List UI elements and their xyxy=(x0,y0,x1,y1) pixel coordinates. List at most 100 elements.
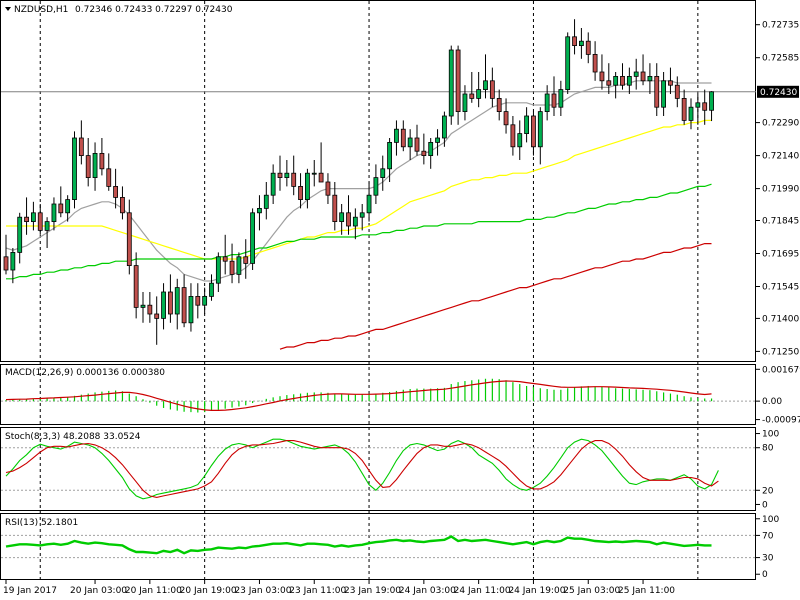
candle-body-up xyxy=(387,141,393,170)
candle-body-down xyxy=(531,115,536,148)
candle-body-up xyxy=(537,111,543,148)
candle-body-up xyxy=(44,221,50,231)
rsi-tick-label: 70 xyxy=(762,531,774,541)
candle-body-down xyxy=(85,155,91,179)
macd-tick-label: 0.00 xyxy=(762,397,782,407)
candle-body-down xyxy=(154,313,160,319)
price-tick-label: 0.72290 xyxy=(762,119,799,129)
candle-body-down xyxy=(674,84,680,99)
candle-body-up xyxy=(92,152,98,178)
candle-body-up xyxy=(270,172,276,196)
candle-body-up xyxy=(517,133,523,148)
candle-body-down xyxy=(400,128,406,148)
candle-body-up xyxy=(140,304,146,308)
candle-body-up xyxy=(373,177,379,196)
candle-body-down xyxy=(58,203,64,214)
price-tick-label: 0.72140 xyxy=(762,152,799,162)
candle-body-down xyxy=(243,256,249,264)
rsi-tick-label: 30 xyxy=(762,554,774,564)
price-tick-label: 0.71845 xyxy=(762,217,799,227)
candle-body-up xyxy=(380,168,386,179)
candle-body-down xyxy=(414,137,420,152)
candle-body-up xyxy=(215,256,221,284)
candle-body-up xyxy=(633,71,639,77)
candle-body-down xyxy=(592,54,598,73)
time-tick-label: 24 Jan 19:00 xyxy=(508,586,565,596)
stoch-main-line xyxy=(5,438,719,500)
stoch-tick-label: 100 xyxy=(762,430,779,440)
candle-body-up xyxy=(72,137,77,200)
candle-body-down xyxy=(599,71,605,82)
candle-body-up xyxy=(579,40,584,47)
candle-body-up xyxy=(161,291,166,319)
candle-body-down xyxy=(702,102,708,111)
candle-body-down xyxy=(3,256,9,271)
moving-average-line-3 xyxy=(279,243,712,350)
candle-body-up xyxy=(476,89,482,99)
candle-body-down xyxy=(78,137,84,157)
candle-body-down xyxy=(291,172,297,187)
ohlc-label: 0.72346 0.72433 0.72297 0.72430 xyxy=(75,5,233,15)
candle-body-down xyxy=(126,212,132,267)
candle-body-down xyxy=(332,194,338,222)
rsi-tick-label: 100 xyxy=(762,515,779,525)
indicator-levels xyxy=(1,400,756,559)
candle-body-up xyxy=(263,194,269,209)
symbol-label: NZDUSD,H1 xyxy=(14,5,68,15)
candle-body-up xyxy=(366,194,372,214)
stoch-signal-line xyxy=(5,440,719,498)
candle-body-down xyxy=(298,185,303,200)
candle-body-up xyxy=(51,203,57,223)
candle-body-down xyxy=(167,291,173,315)
time-tick-label: 24 Jan 11:00 xyxy=(454,586,511,596)
candle-body-down xyxy=(469,93,475,99)
time-tick-label: 20 Jan 19:00 xyxy=(180,586,237,596)
candle-body-up xyxy=(613,76,619,86)
price-tick-label: 0.71990 xyxy=(762,185,799,195)
candle-body-down xyxy=(120,196,125,214)
candle-body-down xyxy=(496,98,502,113)
candle-body-up xyxy=(10,251,16,271)
candle-body-up xyxy=(435,137,440,143)
price-tick-label: 0.71250 xyxy=(762,347,799,357)
stoch-tick-label: 80 xyxy=(762,444,774,454)
candle-body-down xyxy=(421,150,427,156)
candle-body-up xyxy=(407,137,413,148)
candle-body-down xyxy=(346,212,351,227)
stoch-tick-label: 20 xyxy=(762,486,774,496)
candle-body-up xyxy=(188,295,194,324)
candle-body-down xyxy=(318,172,324,183)
candle-body-up xyxy=(661,80,666,108)
moving-average-line-2 xyxy=(6,183,712,280)
rsi-series xyxy=(5,535,712,555)
current-price-label: 0.72430 xyxy=(760,88,797,98)
macd-label: MACD(12,26,9) 0.000136 0.000380 xyxy=(5,368,165,378)
candle-body-down xyxy=(24,216,29,222)
macd-series xyxy=(5,378,713,413)
candle-body-down xyxy=(668,80,673,86)
dropdown-triangle-icon[interactable] xyxy=(5,7,11,11)
candle-body-up xyxy=(209,282,214,297)
candle-body-down xyxy=(113,185,118,198)
candle-body-down xyxy=(37,212,43,231)
time-tick-label: 23 Jan 03:00 xyxy=(234,586,291,596)
stoch-series xyxy=(5,438,719,500)
time-tick-label: 25 Jan 11:00 xyxy=(618,586,675,596)
candle-body-up xyxy=(441,115,447,139)
candle-body-up xyxy=(65,199,71,214)
candle-body-down xyxy=(195,295,201,306)
time-tick-label: 19 Jan 2017 xyxy=(3,586,57,596)
candle-body-down xyxy=(106,168,112,187)
stoch-label: Stoch(8,3,3) 48.2088 33.0524 xyxy=(5,432,141,442)
candle-body-up xyxy=(202,295,208,306)
candle-body-down xyxy=(620,76,625,86)
candle-body-up xyxy=(565,36,571,90)
time-tick-label: 20 Jan 03:00 xyxy=(70,586,127,596)
candle-body-up xyxy=(709,91,714,111)
candle-body-down xyxy=(681,98,687,121)
candle-body-down xyxy=(510,124,516,148)
candle-body-up xyxy=(174,287,180,315)
rsi-pane-frame xyxy=(0,513,756,580)
